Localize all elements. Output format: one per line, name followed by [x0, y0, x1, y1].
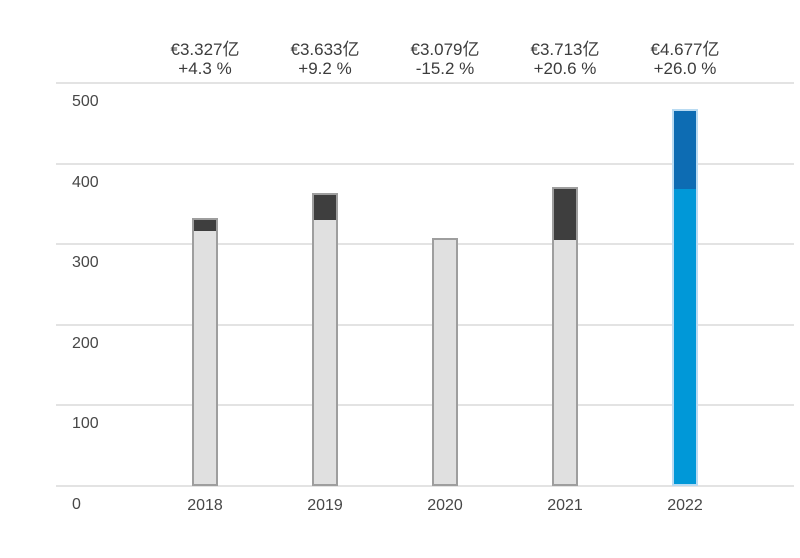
bar-annotation: €4.677亿 +26.0 % [600, 40, 770, 78]
bar-2018 [192, 217, 218, 486]
bar-segment-base [194, 230, 216, 484]
annotation-value: €3.327亿 [170, 40, 240, 59]
bar-annotation: €3.713亿 +20.6 % [480, 40, 650, 78]
bar-annotation: €3.079亿 -15.2 % [360, 40, 530, 78]
y-tick-label: 300 [72, 254, 99, 272]
bar-2019 [312, 193, 338, 486]
x-axis-label: 2021 [547, 497, 583, 514]
annotation-change: +20.6 % [533, 59, 597, 78]
gridline [56, 323, 794, 326]
annotation-change: +9.2 % [298, 59, 352, 78]
annotation-value: €4.677亿 [650, 40, 720, 59]
annotation-value: €3.633亿 [290, 40, 360, 59]
bar-segment-growth [314, 195, 336, 220]
annotation-change: +26.0 % [653, 59, 717, 78]
y-tick-label: 500 [72, 93, 99, 110]
annotation-change: +4.3 % [178, 59, 232, 78]
bar-2022 [672, 109, 698, 486]
bar-2020 [432, 237, 458, 486]
gridline [56, 485, 794, 487]
x-axis-label: 2018 [187, 497, 223, 514]
bar-segment-growth [194, 219, 216, 231]
x-axis-label: 2019 [307, 497, 343, 514]
annotation-change: -15.2 % [415, 59, 475, 78]
annotation-value: €3.713亿 [530, 40, 600, 59]
y-tick-label: 100 [72, 415, 99, 433]
x-axis-label: 2022 [667, 497, 703, 514]
gridline [56, 404, 794, 407]
bar-segment-growth [554, 188, 576, 240]
bar-annotation: €3.633亿 +9.2 % [240, 40, 410, 78]
bar-segment-base [434, 239, 456, 484]
y-tick-label: 0 [72, 496, 81, 513]
gridline [56, 162, 794, 165]
bar-segment-growth [674, 111, 696, 189]
gridline [56, 82, 794, 84]
gridline [56, 243, 794, 246]
bar-2021 [552, 186, 578, 486]
y-tick-label: 400 [72, 173, 99, 191]
y-tick-label: 200 [72, 334, 99, 352]
bar-segment-base [554, 239, 576, 484]
bar-segment-base [314, 219, 336, 484]
bar-annotation: €3.327亿 +4.3 % [120, 40, 290, 78]
bar-segment-base [674, 188, 696, 484]
annotation-value: €3.079亿 [410, 40, 480, 59]
x-axis-label: 2020 [427, 497, 463, 514]
